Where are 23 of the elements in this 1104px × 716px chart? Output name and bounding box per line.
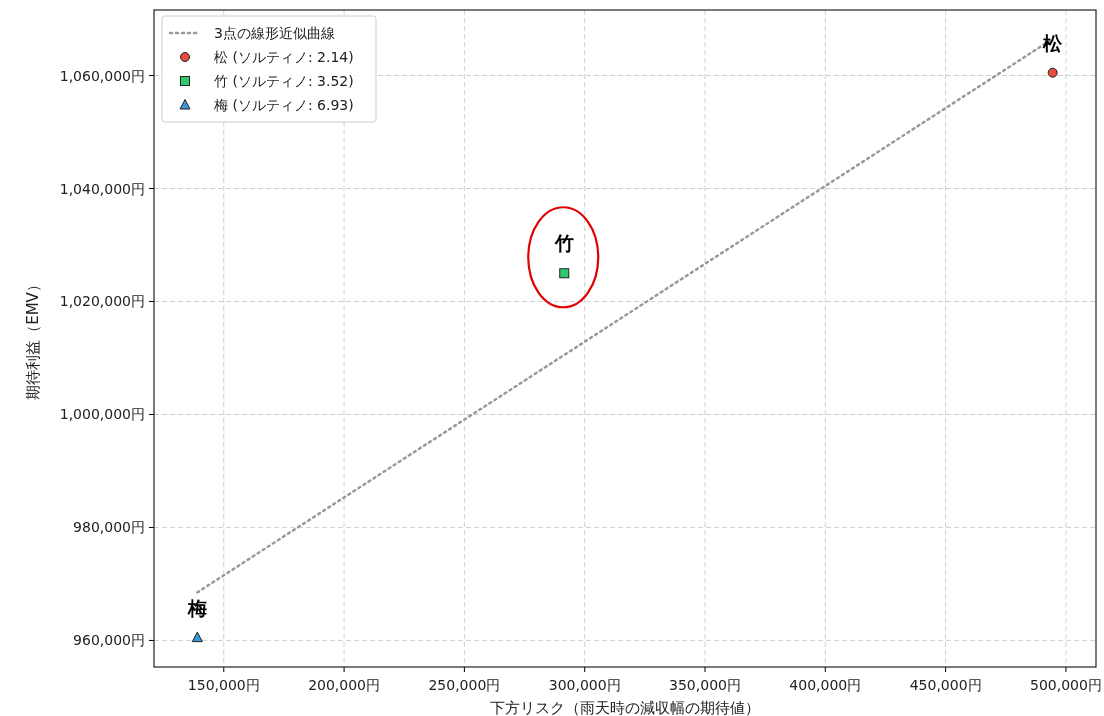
x-tick-label: 200,000円 xyxy=(308,677,381,693)
annotation: 松 xyxy=(1042,31,1064,54)
x-tick-label: 250,000円 xyxy=(428,677,501,693)
annotation: 梅 xyxy=(186,596,207,619)
legend-label: 松 (ソルティノ: 2.14) xyxy=(214,49,354,65)
legend-label: 3点の線形近似曲線 xyxy=(214,25,335,41)
legend-label: 梅 (ソルティノ: 6.93) xyxy=(213,97,354,113)
x-tick-label: 150,000円 xyxy=(187,677,260,693)
y-tick-label: 960,000円 xyxy=(73,632,145,649)
y-tick-label: 1,020,000円 xyxy=(59,293,145,310)
annotation: 竹 xyxy=(553,232,574,255)
y-tick-label: 1,000,000円 xyxy=(59,406,145,423)
x-tick-label: 350,000円 xyxy=(669,677,741,693)
x-tick-label: 450,000円 xyxy=(909,677,982,693)
x-tick-label: 500,000円 xyxy=(1029,677,1102,693)
y-tick-label: 1,040,000円 xyxy=(59,180,145,197)
legend-label: 竹 (ソルティノ: 3.52) xyxy=(214,73,354,89)
y-tick-label: 1,060,000円 xyxy=(59,67,145,84)
y-axis-title: 期待利益（EMV） xyxy=(24,277,42,400)
x-tick-label: 300,000円 xyxy=(548,677,621,693)
x-axis-title: 下方リスク（雨天時の減収幅の期待値） xyxy=(490,699,760,716)
y-tick-label: 980,000円 xyxy=(73,519,145,536)
x-tick-label: 400,000円 xyxy=(789,677,862,693)
